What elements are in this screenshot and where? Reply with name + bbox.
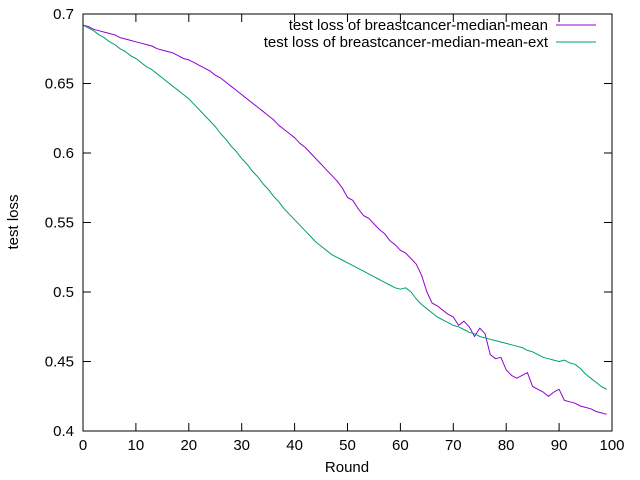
series-lines: [82, 24, 607, 415]
y-tick-label: 0.6: [53, 145, 74, 162]
series-line-2: [82, 24, 607, 390]
x-tick-label: 40: [286, 437, 303, 454]
axis-tick-labels: 0 10 20 30 40 50 60 70 80 90 100 0.4 0.45 0.5 0.55 0.6 0…: [45, 6, 625, 454]
legend-label-2: test loss of breastcancer-median-mean-ex…: [264, 34, 549, 51]
x-axis-title: Round: [325, 459, 369, 476]
x-tick-label: 80: [498, 437, 515, 454]
x-tick-label: 60: [392, 437, 409, 454]
x-tick-label: 100: [599, 437, 624, 454]
x-tick-label: 50: [339, 437, 356, 454]
y-tick-label: 0.7: [53, 6, 74, 23]
series-line-1: [82, 24, 607, 415]
legend: test loss of breastcancer-median-meantes…: [264, 17, 596, 51]
y-tick-label: 0.45: [45, 354, 74, 371]
y-tick-label: 0.65: [45, 76, 74, 93]
x-tick-label: 30: [233, 437, 250, 454]
y-axis-title: test loss: [5, 194, 22, 249]
plot-frame: [82, 13, 613, 432]
legend-label-1: test loss of breastcancer-median-mean: [289, 17, 548, 34]
x-tick-label: 0: [79, 437, 87, 454]
x-tick-label: 90: [551, 437, 568, 454]
y-tick-label: 0.4: [53, 423, 74, 440]
y-tick-label: 0.55: [45, 215, 74, 232]
y-tick-label: 0.5: [53, 284, 74, 301]
x-tick-label: 70: [445, 437, 462, 454]
x-tick-label: 10: [128, 437, 145, 454]
x-tick-label: 20: [180, 437, 197, 454]
